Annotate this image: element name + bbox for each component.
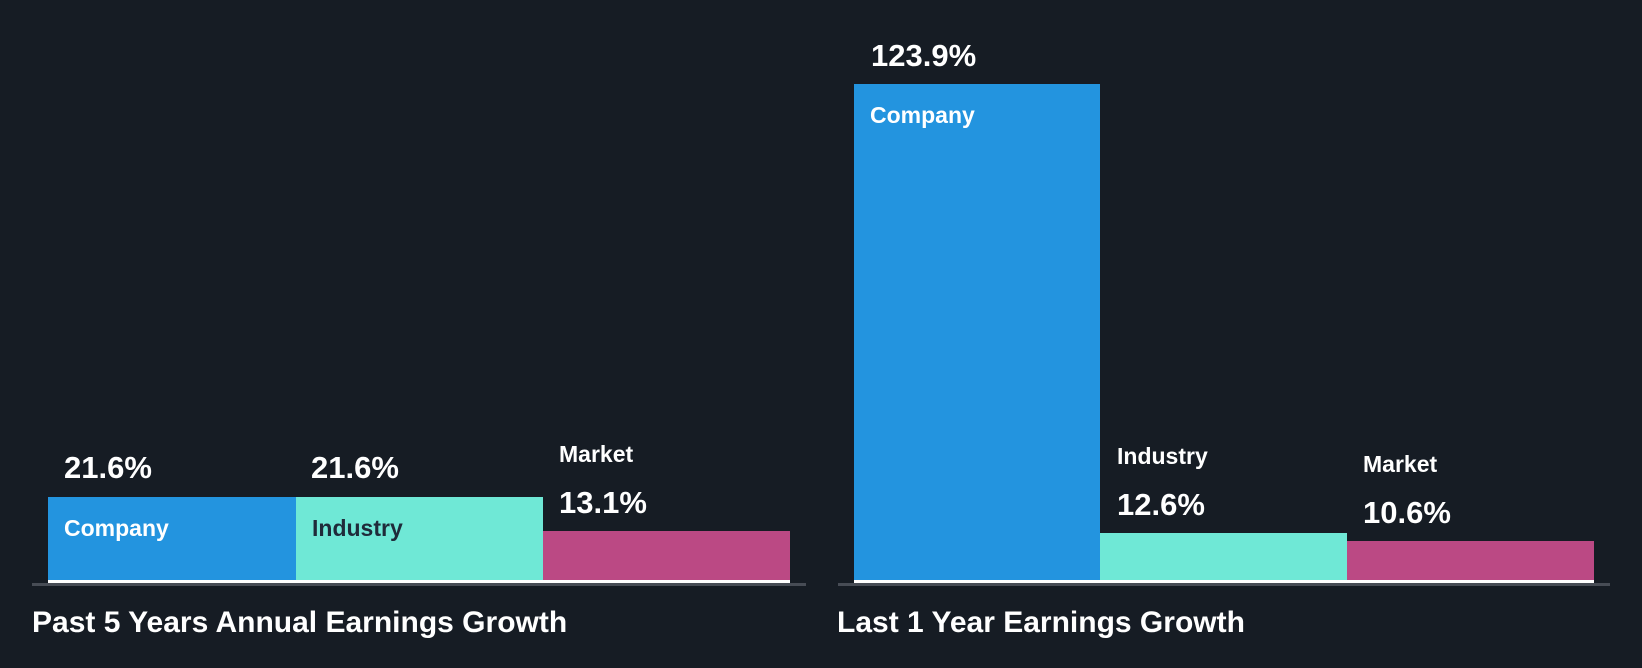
bar-baseline xyxy=(48,580,296,583)
value-market: 13.1% xyxy=(559,485,647,520)
bar-label-industry: Industry xyxy=(312,515,403,541)
bar-market xyxy=(1347,541,1594,583)
bar-baseline xyxy=(854,580,1100,583)
bar-label-market: Market xyxy=(1363,451,1438,477)
chart-past-5-years: Company 21.6% Industry 21.6% Market 13.1… xyxy=(32,441,806,639)
bar-label-company: Company xyxy=(64,515,169,541)
value-company: 123.9% xyxy=(871,38,977,73)
bar-label-company: Company xyxy=(870,102,975,128)
value-industry: 12.6% xyxy=(1117,487,1205,522)
chart-title: Past 5 Years Annual Earnings Growth xyxy=(32,606,568,639)
value-market: 10.6% xyxy=(1363,495,1451,530)
bar-baseline xyxy=(1347,580,1594,583)
x-axis-line xyxy=(32,583,806,586)
bar-label-market: Market xyxy=(559,441,634,467)
bar-baseline xyxy=(296,580,543,583)
bar-industry xyxy=(1100,533,1347,583)
bar-label-industry: Industry xyxy=(1117,443,1208,469)
x-axis-line xyxy=(838,583,1610,586)
bar-industry: Industry xyxy=(296,497,543,583)
value-industry: 21.6% xyxy=(311,450,399,485)
bar-company: Company xyxy=(48,497,296,583)
bar-market xyxy=(543,531,790,583)
bar-company: Company xyxy=(854,84,1100,583)
bar-baseline xyxy=(1100,580,1347,583)
value-company: 21.6% xyxy=(64,450,152,485)
chart-title: Last 1 Year Earnings Growth xyxy=(837,606,1245,639)
bar-baseline xyxy=(543,580,790,583)
